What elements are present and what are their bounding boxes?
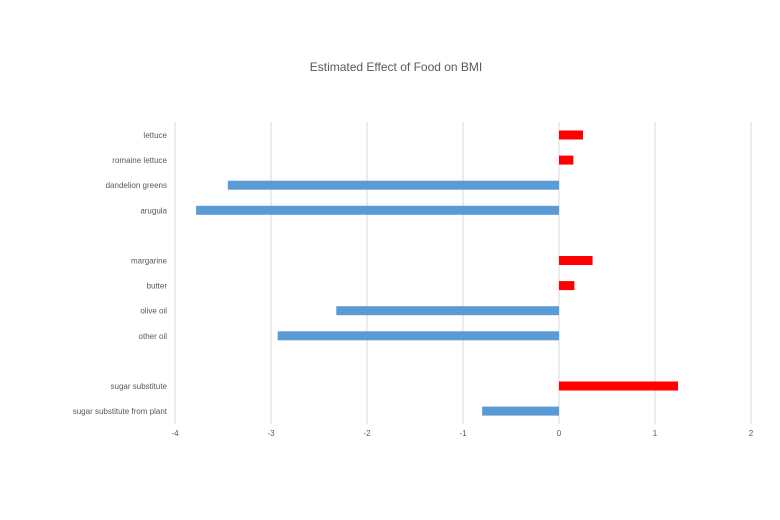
bar: [559, 381, 679, 391]
x-tick-label: -3: [267, 429, 275, 438]
bar: [559, 256, 593, 265]
x-tick-label: 1: [653, 429, 658, 438]
bars: [196, 130, 679, 416]
bar: [559, 155, 574, 165]
bar: [482, 406, 559, 416]
category-label: lettuce: [143, 131, 167, 140]
x-tick-label: -4: [171, 429, 179, 438]
bar: [227, 180, 560, 190]
grid-lines: [174, 122, 752, 424]
chart-title: Estimated Effect of Food on BMI: [310, 60, 483, 74]
x-tick-label: -1: [459, 429, 467, 438]
category-label: sugar substitute: [111, 382, 168, 391]
category-label: dandelion greens: [106, 181, 167, 190]
category-label: butter: [147, 282, 168, 291]
bar: [277, 331, 559, 341]
category-label: romaine lettuce: [112, 156, 167, 165]
category-labels: lettuce romaine lettuce dandelion greens ar…: [73, 131, 168, 416]
bar: [196, 205, 559, 215]
bar: [336, 306, 559, 316]
x-tick-label: -2: [363, 429, 371, 438]
x-tick-labels: -4 -3 -2 -1 0 1 2: [171, 429, 753, 438]
bar: [559, 130, 583, 140]
bar: [559, 281, 575, 291]
category-label: arugula: [140, 206, 167, 215]
x-tick-label: 0: [557, 429, 562, 438]
category-label: olive oil: [140, 307, 167, 316]
category-label: margarine: [131, 257, 168, 266]
category-label: sugar substitute from plant: [73, 407, 168, 416]
category-label: other oil: [139, 332, 168, 341]
x-tick-label: 2: [749, 429, 754, 438]
